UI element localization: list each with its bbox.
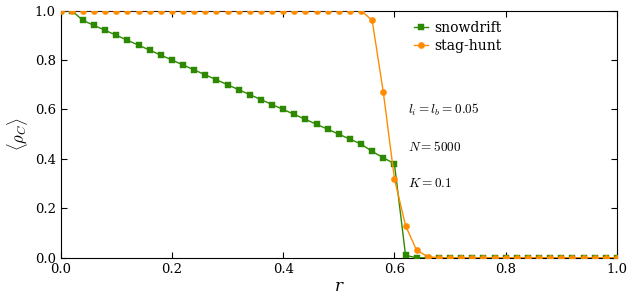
Text: $l_i = l_b = 0.05$: $l_i = l_b = 0.05$ bbox=[408, 101, 480, 118]
stag-hunt bbox=[57, 9, 65, 12]
stag-hunt bbox=[613, 256, 621, 259]
snowdrift bbox=[468, 256, 476, 259]
stag-hunt bbox=[223, 9, 231, 12]
snowdrift bbox=[179, 63, 187, 67]
stag-hunt bbox=[179, 9, 187, 12]
Legend: snowdrift, stag-hunt: snowdrift, stag-hunt bbox=[411, 18, 505, 56]
stag-hunt bbox=[235, 9, 242, 12]
stag-hunt bbox=[602, 256, 610, 259]
X-axis label: r: r bbox=[335, 278, 343, 296]
Line: snowdrift: snowdrift bbox=[58, 8, 620, 261]
stag-hunt bbox=[468, 256, 476, 259]
snowdrift bbox=[613, 256, 621, 259]
Y-axis label: $\langle \rho_C \rangle$: $\langle \rho_C \rangle$ bbox=[6, 117, 30, 151]
snowdrift bbox=[435, 256, 442, 259]
snowdrift bbox=[57, 9, 65, 12]
Text: $K = 0.1$: $K = 0.1$ bbox=[408, 177, 452, 190]
snowdrift bbox=[223, 83, 231, 86]
Text: $N = 5000$: $N = 5000$ bbox=[408, 140, 461, 154]
snowdrift bbox=[235, 88, 242, 92]
snowdrift bbox=[602, 256, 610, 259]
Line: stag-hunt: stag-hunt bbox=[58, 8, 620, 261]
stag-hunt bbox=[424, 255, 432, 258]
snowdrift bbox=[413, 256, 420, 259]
stag-hunt bbox=[435, 256, 442, 259]
